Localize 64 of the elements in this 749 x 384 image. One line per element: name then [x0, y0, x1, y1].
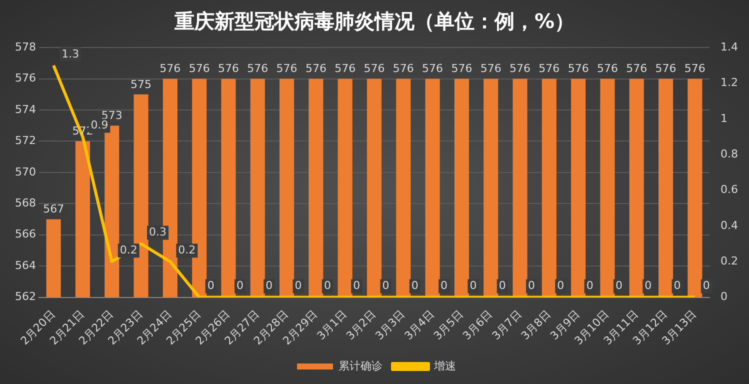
y2-tick-label: 0	[720, 290, 728, 304]
data-label: 576	[626, 62, 648, 76]
data-label: 0	[382, 279, 390, 292]
data-label: 576	[422, 62, 444, 76]
data-label: 1.3	[62, 47, 80, 60]
data-label: 575	[130, 78, 152, 91]
data-label: 576	[305, 62, 326, 76]
y2-tick-label: 0.2	[720, 254, 738, 268]
data-label: 0	[644, 279, 652, 292]
data-label: 0.2	[120, 243, 138, 256]
data-label: 0	[294, 279, 302, 292]
y2-tick-label: 0.8	[720, 147, 738, 160]
y2-tick-label: 0.4	[720, 218, 738, 232]
data-label: 576	[218, 62, 239, 76]
data-label: 0.2	[178, 243, 196, 256]
data-label: 0	[702, 279, 710, 292]
y2-tick-label: 1.2	[720, 76, 738, 90]
data-label: 0	[557, 279, 564, 292]
data-label: 0	[470, 279, 477, 292]
y-tick-label: 564	[14, 258, 36, 272]
data-label: 576	[276, 62, 298, 76]
legend-label: 增速	[433, 359, 456, 372]
data-label: 0	[440, 279, 448, 292]
y-tick-label: 568	[14, 196, 36, 210]
data-label: 576	[538, 62, 560, 76]
data-label: 0	[236, 279, 244, 292]
data-label: 0	[324, 279, 331, 292]
data-label: 576	[480, 62, 502, 76]
data-label: 0	[498, 279, 506, 292]
data-label: 576	[188, 62, 210, 76]
data-label: 567	[43, 202, 64, 216]
data-label: 0.3	[149, 226, 167, 239]
data-label: 576	[160, 62, 181, 76]
data-label: 576	[247, 62, 268, 76]
data-label: 576	[510, 62, 531, 76]
data-label: 0	[207, 279, 214, 292]
data-label: 576	[451, 62, 472, 76]
data-label: 0.9	[90, 118, 108, 132]
data-label: 576	[334, 62, 356, 76]
y-tick-label: 566	[14, 228, 36, 241]
data-label: 0	[586, 279, 594, 292]
data-label: 0	[411, 279, 418, 292]
chart-title: 重庆新型冠状病毒肺炎情况（单位：例，%）	[173, 8, 576, 35]
y-tick-label: 572	[14, 134, 36, 148]
y-tick-label: 570	[14, 165, 36, 178]
y2-tick-label: 0.6	[720, 183, 738, 196]
data-label: 576	[655, 62, 676, 76]
data-label: 576	[568, 62, 589, 76]
y-tick-label: 574	[14, 102, 36, 116]
data-label: 0	[674, 279, 681, 292]
y-tick-label: 578	[14, 40, 36, 54]
data-label: 0	[528, 279, 536, 292]
y-tick-label: 562	[14, 290, 36, 304]
legend-label: 累计确诊	[338, 359, 382, 372]
data-label: 576	[364, 62, 385, 76]
y-tick-label: 576	[14, 72, 36, 85]
data-label: 0	[615, 279, 622, 292]
data-label: 576	[684, 62, 706, 76]
y2-tick-label: 1.4	[720, 40, 738, 54]
data-label: 0	[353, 279, 360, 292]
y2-tick-label: 1	[720, 112, 728, 125]
data-label: 0	[266, 279, 273, 292]
data-label: 576	[596, 62, 618, 76]
data-label: 576	[392, 62, 414, 76]
